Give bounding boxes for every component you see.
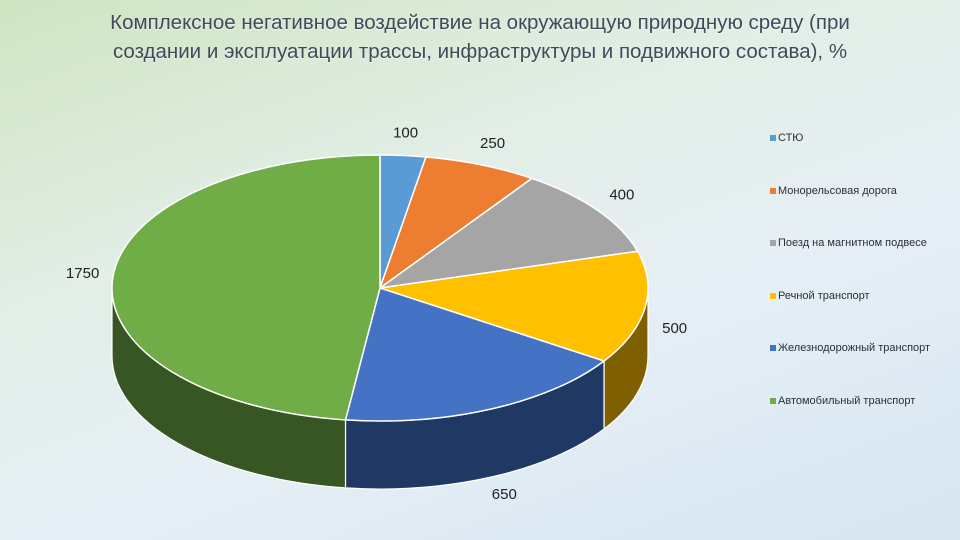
legend-label: Монорельсовая дорога bbox=[778, 184, 897, 197]
data-label-5: 650 bbox=[492, 486, 517, 503]
data-label-2: 250 bbox=[480, 135, 505, 152]
legend-label: Автомобильный транспорт bbox=[778, 394, 916, 407]
legend-item: СТЮ bbox=[770, 132, 803, 144]
legend-item: Автомобильный транспорт bbox=[770, 395, 915, 407]
pie-slice-3 bbox=[379, 177, 639, 289]
legend-swatch bbox=[770, 292, 776, 299]
legend-swatch bbox=[770, 345, 776, 351]
legend-swatch bbox=[770, 135, 776, 141]
legend-label: Поезд на магнитном подвесе bbox=[778, 237, 927, 249]
legend-label: Железнодорожный транспорт bbox=[778, 342, 931, 354]
pie-slice-5 bbox=[344, 287, 605, 422]
data-label-1: 100 bbox=[393, 125, 418, 142]
legend-swatch bbox=[770, 240, 776, 246]
pie-slice-6 bbox=[111, 154, 381, 421]
data-label-4: 500 bbox=[662, 320, 687, 337]
legend-label: СТЮ bbox=[778, 132, 804, 144]
data-label-3: 400 bbox=[609, 187, 634, 204]
legend-swatch bbox=[770, 187, 776, 194]
pie-slice-4 bbox=[379, 250, 649, 362]
legend-item: Монорельсовая дорога bbox=[770, 185, 897, 197]
legend-item: Поезд на магнитном подвесе bbox=[770, 237, 927, 249]
legend-label: Речной транспорт bbox=[778, 289, 870, 302]
data-label-6: 1750 bbox=[66, 265, 99, 282]
legend-item: Железнодорожный транспорт bbox=[770, 342, 930, 354]
legend-swatch bbox=[770, 397, 776, 404]
pie-slice-2 bbox=[379, 156, 533, 289]
chart-title: Комплексное негативное воздействие на ок… bbox=[110, 11, 850, 63]
legend-item: Речной транспорт bbox=[770, 290, 870, 302]
